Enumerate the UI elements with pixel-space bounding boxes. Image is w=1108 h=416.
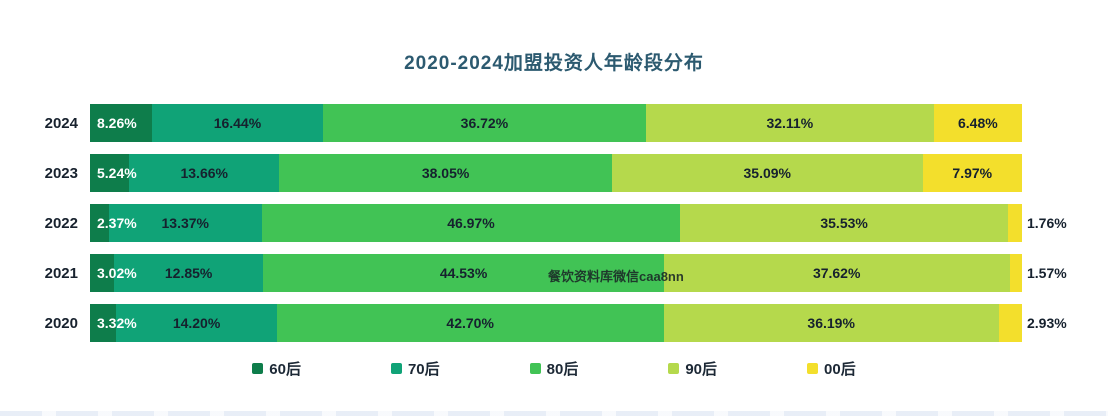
bar-segment-00后 (998, 304, 1022, 342)
segment-value-label: 6.48% (957, 115, 998, 131)
bar-segment-80后: 42.70% (276, 304, 664, 342)
bar-segment-90后: 36.19% (663, 304, 999, 342)
segment-value-label: 14.20% (172, 315, 221, 331)
chart-legend: 60后 70后 80后 90后 00后 (0, 358, 1108, 379)
segment-value-label: 44.53% (439, 265, 488, 281)
bar-segment-80后: 36.72% (322, 104, 646, 142)
segment-value-label-outside: 1.76% (1027, 215, 1067, 231)
segment-value-label: 12.85% (164, 265, 213, 281)
bar-segment-90后: 35.53% (680, 204, 1009, 242)
stacked-bar: 2.37% 13.37% 46.97% 35.53% (90, 204, 1022, 242)
segment-value-label: 35.09% (743, 165, 791, 181)
legend-swatch-icon (807, 363, 819, 374)
segment-value-label: 7.97% (952, 165, 993, 181)
segment-value-label-outside: 1.57% (1027, 265, 1067, 281)
segment-value-label: 5.24% (97, 165, 137, 181)
bar-segment-70后: 13.66% (129, 154, 280, 192)
segment-value-label: 36.19% (807, 315, 855, 331)
chart-row-2021: 2021 3.02% 12.85% 44.53% 37.62% 1.57% (0, 254, 1108, 292)
segment-value-label: 35.53% (820, 215, 868, 231)
year-label: 2020 (44, 314, 78, 332)
bar-segment-90后: 32.11% (645, 104, 934, 142)
legend-item-00后: 00后 (807, 358, 856, 379)
chart-rows: 2024 8.26% 16.44% 36.72% 32.11% 6.48% 2023 5.24… (0, 104, 1108, 354)
legend-item-60后: 60后 (252, 358, 301, 379)
segment-value-label: 42.70% (446, 315, 494, 331)
legend-swatch-icon (390, 363, 402, 374)
bar-segment-60后: 5.24% (90, 154, 137, 192)
year-label: 2024 (44, 114, 78, 132)
segment-value-label: 8.26% (97, 115, 137, 131)
legend-label: 90后 (685, 361, 718, 378)
segment-value-label: 3.02% (97, 265, 137, 281)
legend-item-70后: 70后 (390, 358, 440, 379)
bar-segment-80后: 46.97% (261, 204, 681, 242)
bar-segment-00后 (1008, 204, 1022, 242)
segment-value-label: 32.11% (766, 115, 814, 131)
segment-value-label: 13.66% (180, 165, 228, 181)
bar-segment-80后: 44.53% (263, 254, 664, 292)
year-label: 2023 (44, 164, 78, 182)
watermark-text: 餐饮资料库微信caa8nn (548, 269, 684, 284)
legend-item-90后: 90后 (668, 358, 717, 379)
bar-segment-60后: 2.37% (90, 204, 137, 242)
legend-item-80后: 80后 (529, 358, 579, 379)
bar-segment-00后: 7.97% (922, 154, 1022, 192)
chart-row-2022: 2022 2.37% 13.37% 46.97% 35.53% 1.76% (0, 204, 1108, 242)
legend-swatch-icon (668, 363, 680, 374)
bar-segment-00后: 6.48% (933, 104, 1023, 142)
legend-label: 80后 (546, 361, 579, 378)
segment-value-label: 38.05% (421, 165, 470, 181)
stacked-bar: 3.02% 12.85% 44.53% 37.62% (90, 254, 1022, 292)
legend-swatch-icon (529, 363, 541, 374)
bar-segment-70后: 14.20% (116, 304, 277, 342)
segment-value-label: 16.44% (213, 115, 262, 131)
segment-value-label: 2.37% (97, 215, 137, 231)
bar-segment-70后: 12.85% (113, 254, 264, 292)
chart-row-2020: 2020 3.32% 14.20% 42.70% 36.19% 2.93% (0, 304, 1108, 342)
bar-segment-90后: 37.62% (663, 254, 1010, 292)
legend-label: 60后 (269, 361, 301, 378)
segment-value-label-outside: 2.93% (1027, 315, 1067, 331)
stacked-bar: 3.32% 14.20% 42.70% 36.19% (90, 304, 1022, 342)
segment-value-label: 37.62% (812, 265, 861, 281)
bar-segment-80后: 38.05% (279, 154, 612, 192)
bar-segment-00后 (1009, 254, 1022, 292)
segment-value-label: 36.72% (460, 115, 509, 131)
segment-value-label: 3.32% (97, 315, 137, 331)
year-label: 2022 (44, 214, 78, 232)
chart-row-2024: 2024 8.26% 16.44% 36.72% 32.11% 6.48% (0, 104, 1108, 142)
stacked-bar: 8.26% 16.44% 36.72% 32.11% 6.48% (90, 104, 1023, 142)
cropped-bottom-element (0, 411, 1108, 416)
stacked-bar: 5.24% 13.66% 38.05% 35.09% 7.97% (90, 154, 1022, 192)
bar-segment-60后: 3.02% (90, 254, 137, 292)
legend-swatch-icon (252, 363, 264, 374)
legend-label: 70后 (407, 361, 440, 378)
segment-value-label: 46.97% (447, 215, 495, 231)
bar-segment-70后: 16.44% (152, 104, 323, 142)
bar-segment-90后: 35.09% (611, 154, 923, 192)
bar-segment-70后: 13.37% (108, 204, 262, 242)
bar-segment-60后: 8.26% (90, 104, 152, 142)
chart-title: 2020-2024加盟投资人年龄段分布 (404, 53, 704, 74)
chart-row-2023: 2023 5.24% 13.66% 38.05% 35.09% 7.97% (0, 154, 1108, 192)
bar-segment-60后: 3.32% (90, 304, 137, 342)
segment-value-label: 13.37% (161, 215, 209, 231)
legend-label: 00后 (824, 361, 856, 378)
year-label: 2021 (44, 264, 78, 282)
